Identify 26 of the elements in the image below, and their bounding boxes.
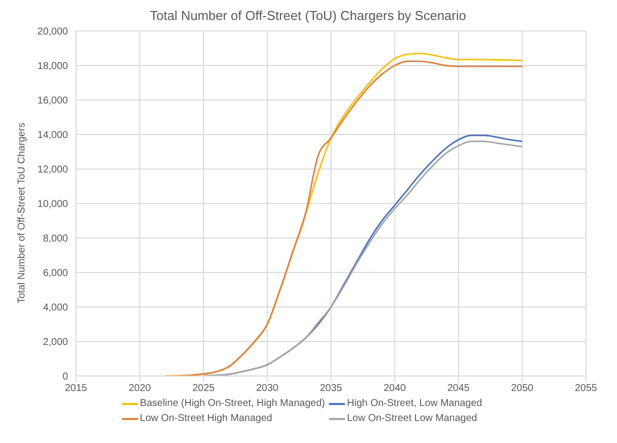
- legend-label: High On-Street, Low Managed: [347, 398, 482, 409]
- x-tick-label: 2055: [574, 383, 598, 394]
- x-tick-label: 2020: [128, 383, 152, 394]
- x-tick-label: 2050: [511, 383, 534, 394]
- x-tick-label: 2030: [256, 383, 279, 394]
- x-tick-label: 2035: [320, 383, 343, 394]
- y-tick-label: 4,000: [42, 302, 68, 314]
- y-tick-label: 14,000: [37, 130, 68, 142]
- legend-label: Baseline (High On-Street, High Managed): [140, 398, 325, 409]
- y-tick-label: 12,000: [37, 164, 68, 176]
- y-tick-label: 6,000: [42, 268, 68, 280]
- x-tick-label: 2045: [447, 383, 470, 394]
- y-tick-label: 10,000: [37, 199, 68, 210]
- y-tick-label: 18,000: [37, 61, 68, 72]
- x-tick-label: 2025: [192, 383, 216, 394]
- x-tick-label: 2015: [64, 383, 88, 394]
- y-tick-label: 16,000: [37, 96, 68, 107]
- y-tick-label: 0: [62, 372, 68, 383]
- x-tick-label: 2040: [384, 383, 406, 394]
- y-tick-label: 20,000: [37, 26, 68, 38]
- y-tick-label: 8,000: [42, 234, 68, 245]
- legend-label: Low On-Street High Managed: [140, 413, 272, 424]
- y-tick-label: 2,000: [42, 337, 68, 348]
- legend-label: Low On-Street Low Managed: [347, 413, 478, 424]
- y-axis-title: Total Number of Off-Street ToU Chargers: [16, 122, 28, 304]
- chart-title: Total Number of Off-Street (ToU) Chargers by Scenario: [148, 8, 468, 23]
